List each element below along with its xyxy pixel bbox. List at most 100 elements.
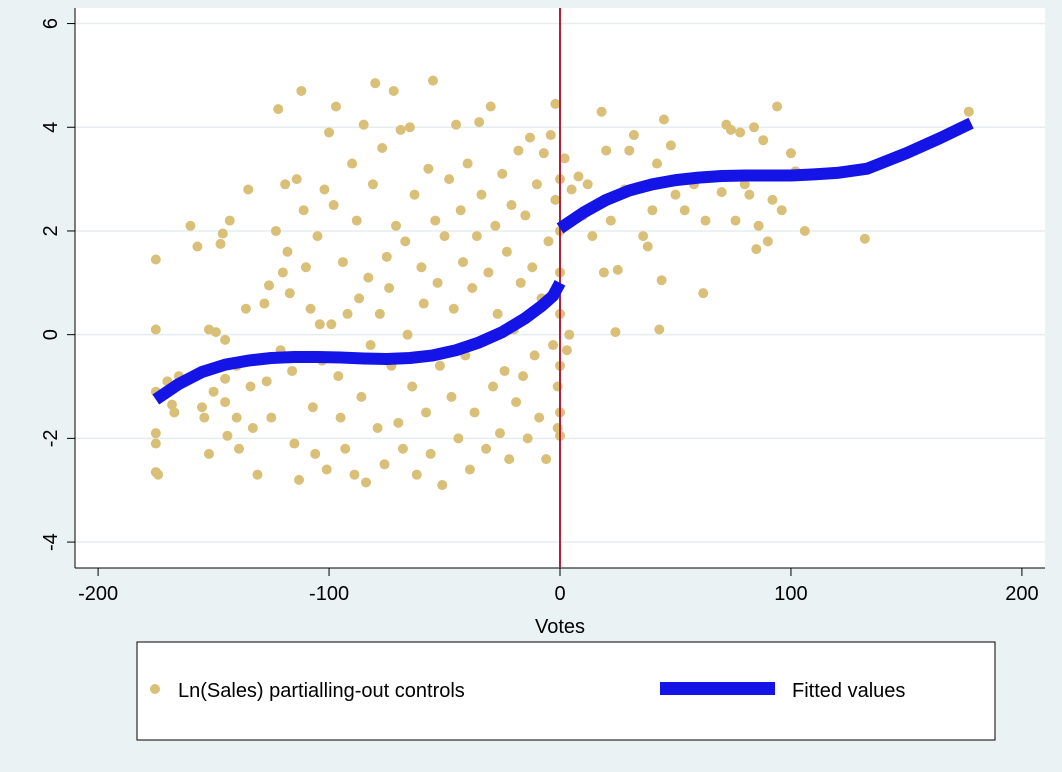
scatter-point xyxy=(430,215,441,226)
scatter-point xyxy=(347,158,358,169)
scatter-point xyxy=(751,244,762,255)
scatter-point xyxy=(310,448,321,459)
scatter-point xyxy=(670,189,681,200)
scatter-point xyxy=(400,236,411,247)
scatter-point xyxy=(300,262,311,273)
scatter-point xyxy=(197,402,208,413)
scatter-point xyxy=(488,381,499,392)
scatter-point xyxy=(404,122,415,133)
scatter-point xyxy=(739,179,750,190)
scatter-point xyxy=(598,267,609,278)
scatter-point xyxy=(963,106,974,117)
scatter-point xyxy=(451,119,462,130)
scatter-point xyxy=(656,275,667,286)
scatter-point xyxy=(397,443,408,454)
scatter-point xyxy=(280,179,291,190)
scatter-point xyxy=(476,189,487,200)
scatter-point xyxy=(446,391,457,402)
scatter-point xyxy=(294,474,305,485)
scatter-point xyxy=(222,430,233,441)
scatter-point xyxy=(243,184,254,195)
scatter-point xyxy=(550,98,561,109)
scatter-point xyxy=(522,433,533,444)
scatter-point xyxy=(333,371,344,382)
scatter-point xyxy=(628,130,639,141)
x-tick-label: 200 xyxy=(1005,583,1038,605)
legend-marker-scatter xyxy=(150,684,160,694)
scatter-point xyxy=(388,85,399,96)
scatter-point xyxy=(698,288,709,299)
scatter-point xyxy=(167,399,177,410)
scatter-point xyxy=(612,264,623,275)
scatter-point xyxy=(379,459,390,470)
scatter-point xyxy=(266,412,277,423)
scatter-point xyxy=(448,303,459,314)
scatter-point xyxy=(305,303,316,314)
scatter-point xyxy=(259,298,270,309)
scatter-point xyxy=(749,122,759,133)
scatter-point xyxy=(240,303,251,314)
y-tick-label: 6 xyxy=(40,18,62,29)
scatter-point xyxy=(342,308,353,319)
scatter-point xyxy=(455,205,466,216)
fitted-line-right xyxy=(556,117,974,234)
scatter-point xyxy=(561,345,572,356)
scatter-point xyxy=(416,262,427,273)
scatter-point xyxy=(552,381,563,392)
scatter-point xyxy=(153,469,164,480)
scatter-point xyxy=(264,280,274,291)
scatter-point xyxy=(220,334,231,345)
scatter-point xyxy=(328,200,339,211)
scatter-point xyxy=(335,412,346,423)
scatter-point xyxy=(233,443,244,454)
scatter-point xyxy=(467,283,478,293)
scatter-point xyxy=(725,124,736,135)
scatter-point xyxy=(504,454,515,465)
fitted-line-left xyxy=(152,279,566,405)
scatter-point xyxy=(744,189,755,200)
scatter-point xyxy=(432,277,443,288)
scatter-point xyxy=(363,272,374,283)
scatter-point xyxy=(772,101,783,112)
scatter-point xyxy=(700,215,711,226)
scatter-point xyxy=(361,477,371,488)
scatter-point xyxy=(735,127,746,138)
scatter-point xyxy=(150,324,161,335)
scatter-point xyxy=(391,220,402,231)
scatter-point xyxy=(453,433,464,444)
y-tick-label: 0 xyxy=(40,329,62,340)
scatter-point xyxy=(319,184,330,195)
scatter-point xyxy=(273,104,284,115)
scatter-point xyxy=(469,407,480,418)
scatter-point xyxy=(340,443,351,454)
scatter-point xyxy=(418,298,429,309)
scatter-point xyxy=(753,220,764,231)
scatter-point xyxy=(506,200,517,211)
fitted-line-group xyxy=(152,117,974,405)
scatter-point xyxy=(351,215,362,226)
scatter-point xyxy=(799,225,810,236)
scatter-point xyxy=(220,373,231,384)
scatter-point xyxy=(199,412,210,423)
scatter-point xyxy=(492,308,503,319)
scatter-point xyxy=(515,277,526,288)
scatter-point xyxy=(538,148,549,159)
scatter-point xyxy=(296,85,307,96)
scatter-point xyxy=(550,194,561,205)
scatter-point xyxy=(531,179,542,190)
scatter-point xyxy=(601,145,612,156)
y-tick-label: 2 xyxy=(40,225,62,236)
scatter-point xyxy=(150,254,161,265)
scatter-point xyxy=(497,168,508,179)
legend-label-fitted: Fitted values xyxy=(792,680,905,702)
scatter-point xyxy=(326,319,337,330)
scatter-point xyxy=(652,158,662,169)
scatter-point xyxy=(458,257,468,268)
scatter-point xyxy=(423,163,434,174)
scatter-point xyxy=(287,365,298,376)
axes: -4 -2 0 2 4 6 -200 -100 0 100 200 xyxy=(40,8,1045,605)
scatter-point xyxy=(314,319,325,330)
scatter-point xyxy=(411,469,422,480)
scatter-point xyxy=(307,402,318,413)
scatter-point xyxy=(252,469,263,480)
